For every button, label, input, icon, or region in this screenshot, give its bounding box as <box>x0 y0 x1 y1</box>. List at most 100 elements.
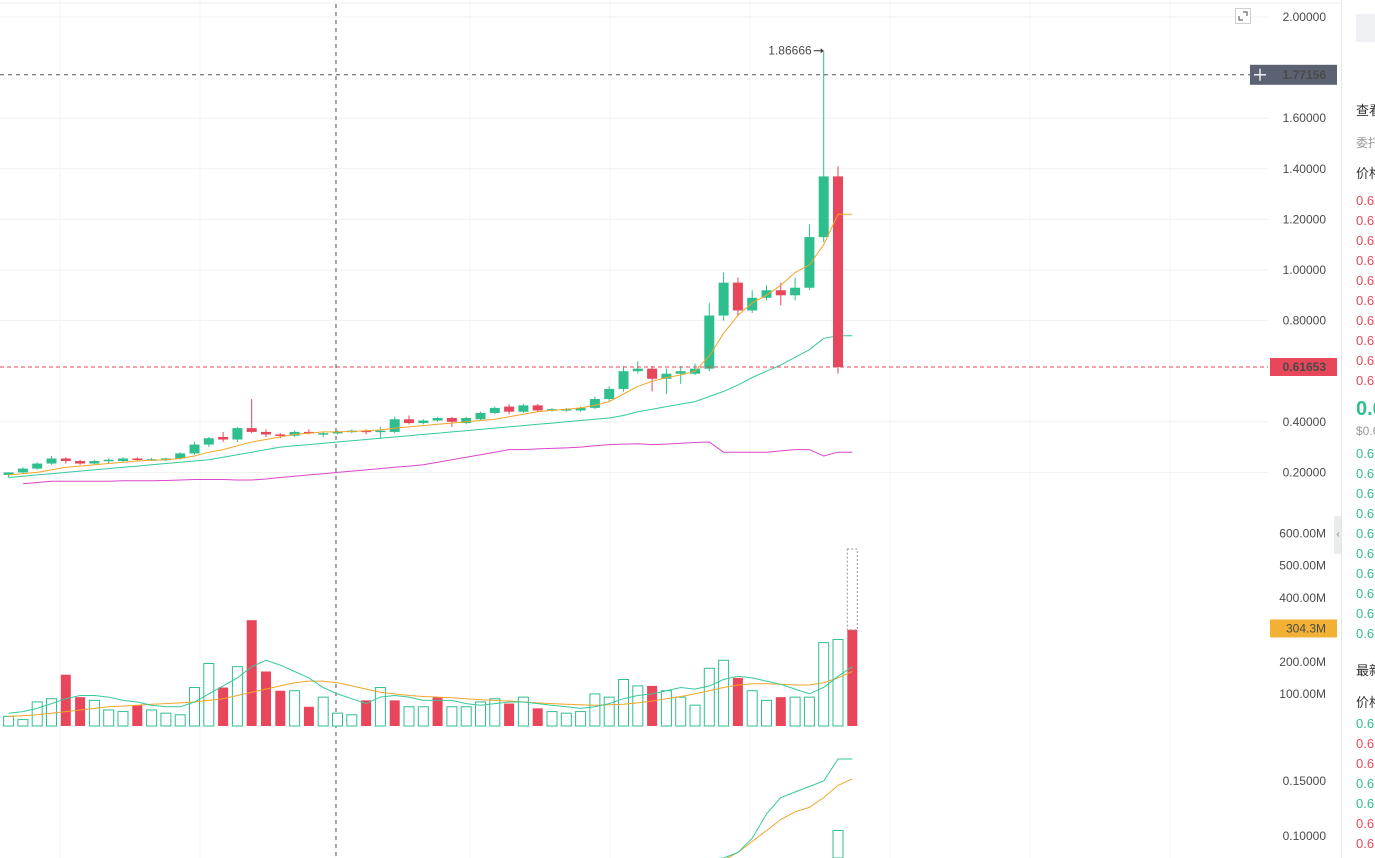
ask-price-row[interactable]: 0.61 <box>1356 273 1375 288</box>
oscillator-line-b <box>726 778 853 858</box>
volume-bar <box>246 620 257 726</box>
ask-price-row[interactable]: 0.61 <box>1356 253 1375 268</box>
bid-price-row[interactable]: 0.61 <box>1356 506 1375 521</box>
current-price-badge <box>1270 358 1337 377</box>
trade-price-row[interactable]: 0.61 <box>1356 816 1375 831</box>
volume-bar <box>103 709 115 727</box>
ma-short-line <box>8 213 853 476</box>
ask-price-row[interactable]: 0.61 <box>1356 193 1375 208</box>
volume-bar <box>346 714 358 727</box>
volume-axis-tick: 500.00M <box>1279 559 1326 573</box>
candle-body <box>289 431 300 436</box>
trade-price-row[interactable]: 0.61 <box>1356 716 1375 731</box>
candle-body <box>475 412 486 420</box>
current-price-label: 0.61653 <box>1283 360 1327 374</box>
crosshair-price-label: 1.77156 <box>1283 68 1327 82</box>
oscillator-axis-tick: 0.15000 <box>1283 774 1327 788</box>
candle-body <box>189 444 200 454</box>
chart-area[interactable]: 2.00000 1.60000 1.40000 1.20000 1.00000 0.800… <box>0 0 1342 858</box>
volume-ma-short-line <box>8 659 853 714</box>
bid-price-row[interactable]: 0.61 <box>1356 466 1375 481</box>
volume-axis-tick: 100.00M <box>1279 687 1326 701</box>
volume-bar <box>146 709 158 727</box>
candle-body <box>618 371 629 389</box>
candle-body <box>575 407 586 411</box>
volume-bar <box>275 690 286 726</box>
trade-price-row[interactable]: 0.61 <box>1356 776 1375 791</box>
candle-body <box>647 368 658 379</box>
volume-bar <box>546 711 558 727</box>
volume-bar <box>432 697 443 726</box>
bid-price-row[interactable]: 0.61 <box>1356 606 1375 621</box>
ask-price-row[interactable]: 0.61 <box>1356 293 1375 308</box>
ask-price-row[interactable]: 0.61 <box>1356 213 1375 228</box>
ask-price-row[interactable]: 0.61 <box>1356 313 1375 328</box>
candle-body <box>246 428 257 432</box>
trade-price-row[interactable]: 0.61 <box>1356 836 1375 851</box>
volume-bar <box>504 703 515 726</box>
volume-bar <box>575 711 587 727</box>
bid-price-row[interactable]: 0.61 <box>1356 546 1375 561</box>
price-axis-tick: 1.00000 <box>1283 263 1327 277</box>
candle-body <box>60 458 71 462</box>
price-axis-tick: 0.20000 <box>1283 465 1327 479</box>
price-axis-tick: 1.60000 <box>1283 111 1327 125</box>
fiat-price: $0.6 <box>1356 424 1375 438</box>
trade-price-row[interactable]: 0.61 <box>1356 756 1375 771</box>
volume-bar <box>460 706 472 727</box>
volume-bar <box>17 719 29 727</box>
volume-bar <box>818 642 830 727</box>
kline-chart-svg[interactable]: 2.00000 1.60000 1.40000 1.20000 1.00000 0.800… <box>0 0 1340 858</box>
candle-body <box>833 176 843 368</box>
bid-price-row[interactable]: 0.61 <box>1356 486 1375 501</box>
volume-bar <box>718 659 730 727</box>
candle-body <box>790 287 801 296</box>
trades-price-header: 价格 <box>1356 695 1375 710</box>
bid-price-row[interactable]: 0.61 <box>1356 626 1375 641</box>
trade-price-row[interactable]: 0.61 <box>1356 736 1375 751</box>
current-volume-label: 304.3M <box>1286 621 1326 635</box>
volume-bar <box>203 662 215 727</box>
volume-axis-tick: 600.00M <box>1279 527 1326 541</box>
crosshair-price-badge <box>1270 64 1337 85</box>
panel-tab-button[interactable] <box>1356 14 1375 42</box>
latest-trades-label[interactable]: 最新 <box>1356 663 1375 678</box>
bid-price-row[interactable]: 0.61 <box>1356 526 1375 541</box>
candle-body <box>761 290 772 298</box>
price-axis-tick: 0.80000 <box>1283 314 1327 328</box>
candle-body <box>404 419 414 424</box>
volume-bar <box>703 667 715 727</box>
volume-bar <box>189 687 200 727</box>
ask-price-row[interactable]: 0.61 <box>1356 373 1375 388</box>
ask-price-row[interactable]: 0.61 <box>1356 353 1375 368</box>
ask-price-row[interactable]: 0.61 <box>1356 333 1375 348</box>
current-volume-badge <box>1270 619 1337 638</box>
volume-bar <box>560 712 572 727</box>
candle-body <box>389 419 400 432</box>
bid-price-row[interactable]: 0.61 <box>1356 586 1375 601</box>
volume-bar <box>332 712 343 727</box>
volume-bar <box>60 674 71 726</box>
candle-body <box>432 418 443 421</box>
volume-bar <box>675 696 687 727</box>
high-marker-arrowhead <box>820 48 824 54</box>
candle-body <box>732 282 743 311</box>
candle-body <box>318 433 329 435</box>
volume-bar <box>261 671 271 726</box>
bid-price-row[interactable]: 0.61 <box>1356 446 1375 461</box>
view-label[interactable]: 查看 <box>1356 103 1375 118</box>
trade-price-row[interactable]: 0.61 <box>1356 796 1375 811</box>
candle-body <box>446 418 457 422</box>
candle-body <box>804 237 815 288</box>
price-axis-tick: 2.00000 <box>1283 10 1327 24</box>
candle-body <box>32 463 43 469</box>
ask-price-row[interactable]: 0.61 <box>1356 233 1375 248</box>
volume-bar <box>803 696 815 727</box>
expand-icon[interactable] <box>1235 8 1251 24</box>
last-price: 0.6 <box>1356 398 1375 420</box>
candle-body <box>675 371 686 374</box>
bid-price-row[interactable]: 0.61 <box>1356 566 1375 581</box>
volume-bar <box>689 704 701 727</box>
oscillator-axis-tick: 0.10000 <box>1283 829 1327 843</box>
collapse-panel-handle[interactable]: ‹ <box>1334 516 1342 554</box>
